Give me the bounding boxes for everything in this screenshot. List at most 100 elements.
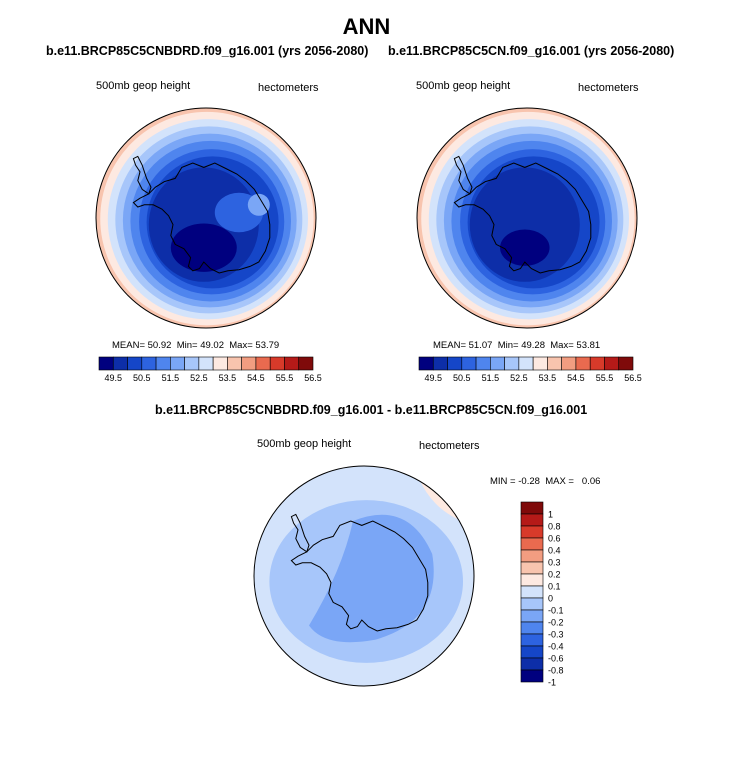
panel2-colorbar-label: 51.5 (482, 373, 500, 383)
panel1-right-label: hectometers (258, 82, 319, 94)
panel3-colorbar-box (520, 513, 544, 527)
panel3-stats: MIN = -0.28 MAX = 0.06 (490, 476, 601, 487)
panel1-colorbar-label: 54.5 (247, 373, 265, 383)
panel3-map (253, 465, 475, 687)
panel2-coastline (453, 162, 592, 274)
panel3-colorbar-box (520, 669, 544, 683)
panel2-colorbar-label: 56.5 (624, 373, 642, 383)
panel3-colorbar-box (520, 633, 544, 647)
panel2-colorbar-box (432, 356, 448, 371)
panel1-secondary-center (247, 193, 270, 216)
panel1-colorbar-box (98, 356, 114, 371)
panel3-colorbar-label: 0.8 (548, 522, 561, 532)
panel3-min: -0.28 (518, 476, 540, 487)
panel1-colorbar-box (198, 356, 214, 371)
panel2-max: 53.81 (576, 340, 601, 351)
panel2-colorbar-box (504, 356, 520, 371)
panel3-colorbar-label: -0.2 (548, 618, 564, 628)
panel3-colorbar-label: -0.8 (548, 666, 564, 676)
panel1-colorbar-box (255, 356, 271, 371)
panel1-colorbar-box (141, 356, 157, 371)
panel2-colorbar-box (575, 356, 591, 371)
panel2-colorbar-box (561, 356, 577, 371)
panel1-colorbar-box (241, 356, 257, 371)
panel3-left-label: 500mb geop height (257, 438, 352, 450)
panel1-colorbar-label: 56.5 (304, 373, 322, 383)
panel3-coastline (290, 520, 429, 632)
panel2-colorbar-box (461, 356, 477, 371)
panel3-colorbar-box (520, 501, 544, 515)
panel1-left-label: 500mb geop height (96, 80, 191, 92)
panel3-colorbar-label: -0.3 (548, 630, 564, 640)
panel1-colorbar-box (298, 356, 314, 371)
panel2-colorbar-label: 50.5 (453, 373, 471, 383)
panel2-stats: MEAN= 51.07 Min= 49.28 Max= 53.81 (433, 340, 601, 351)
panel3-colorbar-label: 1 (548, 510, 553, 520)
panel3-colorbar-label: -1 (548, 678, 556, 688)
panel2-frame (416, 107, 638, 329)
panel1-coastline (132, 162, 271, 274)
panel2-colorbar-label: 52.5 (510, 373, 528, 383)
panel3-colorbar-box (520, 621, 544, 635)
panel1-colorbar-box (212, 356, 228, 371)
panel2-colorbar-box (589, 356, 605, 371)
panel2-left-label: 500mb geop height (416, 80, 511, 92)
panel2-title: b.e11.BRCP85C5CN.f09_g16.001 (yrs 2056-2… (388, 44, 675, 58)
panel3-colorbar: 1 0.8 0.6 0.4 0.3 0.2 0.1 0 -0.1 -0.2 -0.3 -0.4 -0.6… (520, 501, 564, 688)
panel2-colorbar-box (547, 356, 562, 371)
panel1-colorbar-label: 51.5 (162, 373, 180, 383)
panel3-colorbar-label: -0.1 (548, 606, 564, 616)
panel1-colorbar-box (170, 356, 185, 371)
panel3-colorbar-label: -0.6 (548, 654, 564, 664)
panel3-colorbar-box (520, 585, 544, 599)
panel2-colorbar: 49.5 50.5 51.5 52.5 53.5 54.5 55.5 56.5 (418, 356, 642, 383)
panel1-title: b.e11.BRCP85C5CNBDRD.f09_g16.001 (yrs 20… (46, 44, 369, 58)
panel1-colorbar-box (227, 356, 242, 371)
panel1-colorbar-box (269, 356, 285, 371)
panel1-colorbar-label: 53.5 (219, 373, 237, 383)
panel3-max: 0.06 (581, 476, 601, 487)
panel1-stats: MEAN= 50.92 Min= 49.02 Max= 53.79 (112, 340, 280, 351)
panel2-map (416, 107, 638, 329)
panel3-colorbar-box (520, 645, 544, 659)
panel3-colorbar-label: 0.2 (548, 570, 561, 580)
panel2-colorbar-box (532, 356, 548, 371)
panel3-contour-band (309, 514, 434, 643)
panel3-colorbar-label: 0.4 (548, 546, 561, 556)
panel1-colorbar-box (155, 356, 171, 371)
panel3-colorbar-box (520, 537, 544, 551)
panel3-colorbar-label: 0.1 (548, 582, 561, 592)
panel1-colorbar-label: 52.5 (190, 373, 208, 383)
panel3-colorbar-label: 0 (548, 594, 553, 604)
panel2-colorbar-box (475, 356, 491, 371)
panel1-frame (95, 107, 317, 329)
panel1-peninsula (132, 155, 152, 195)
panel2-colorbar-box (490, 356, 505, 371)
panel1-colorbar-label: 49.5 (105, 373, 123, 383)
panel2-colorbar-label: 54.5 (567, 373, 585, 383)
panel3-positive-band (413, 466, 474, 527)
panel3-colorbar-label: 0.3 (548, 558, 561, 568)
panel3-colorbar-box (520, 573, 544, 587)
panel1-colorbar-box (112, 356, 128, 371)
panel3-colorbar-box (520, 609, 544, 623)
panel3-right-label: hectometers (419, 440, 480, 452)
panel2-colorbar-box (418, 356, 434, 371)
panel2-colorbar-box (447, 356, 463, 371)
panel2-colorbar-box (604, 356, 620, 371)
panel2-colorbar-label: 53.5 (539, 373, 557, 383)
panel2-right-label: hectometers (578, 82, 639, 94)
panel3-colorbar-box (520, 597, 544, 611)
panel1-colorbar-box (127, 356, 143, 371)
panel2-colorbar-label: 49.5 (425, 373, 443, 383)
panel1-colorbar: 49.5 50.5 51.5 52.5 53.5 54.5 55.5 56.5 (98, 356, 322, 383)
panel2-colorbar-box (618, 356, 634, 371)
panel3-colorbar-label: 0.6 (548, 534, 561, 544)
panel3-title: b.e11.BRCP85C5CNBDRD.f09_g16.001 - b.e11… (155, 403, 588, 417)
panel3-colorbar-box (520, 657, 544, 671)
panel2-contour-band (469, 167, 580, 282)
panel1-map (95, 107, 317, 329)
panel3-peninsula (290, 513, 310, 553)
page-title: ANN (342, 14, 391, 39)
